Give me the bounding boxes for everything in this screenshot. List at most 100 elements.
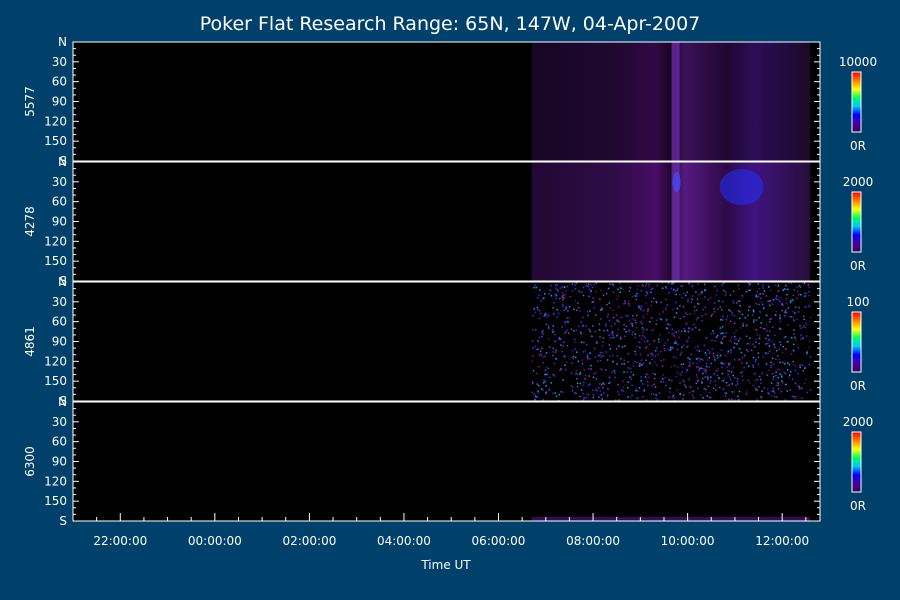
emission-noise-pixel	[599, 383, 601, 385]
emission-noise-pixel	[544, 313, 546, 315]
emission-noise-pixel	[717, 334, 719, 337]
emission-noise-pixel	[623, 359, 625, 361]
emission-noise-pixel	[721, 342, 723, 345]
emission-noise-pixel	[704, 283, 706, 286]
emission-noise-pixel	[686, 291, 688, 294]
emission-noise-pixel	[646, 340, 648, 343]
emission-noise-pixel	[713, 308, 715, 311]
emission-noise-pixel	[808, 346, 811, 348]
emission-noise-pixel	[776, 298, 778, 301]
emission-noise-pixel	[687, 340, 689, 343]
emission-noise-pixel	[627, 367, 629, 369]
emission-noise-pixel	[786, 369, 789, 371]
emission-noise-pixel	[720, 342, 722, 344]
emission-noise-pixel	[558, 337, 561, 339]
emission-noise-pixel	[576, 385, 579, 388]
colorbar-max-label: 2000	[843, 415, 874, 429]
emission-noise-pixel	[645, 302, 647, 305]
emission-noise-pixel	[714, 384, 717, 386]
emission-noise-pixel	[685, 386, 687, 388]
emission-noise-pixel	[721, 319, 724, 321]
emission-noise-pixel	[762, 293, 764, 295]
emission-noise-pixel	[540, 300, 543, 302]
emission-noise-pixel	[712, 352, 715, 355]
emission-noise-pixel	[539, 312, 542, 315]
emission-noise-pixel	[778, 299, 780, 301]
emission-noise-pixel	[737, 340, 740, 342]
emission-noise-pixel	[729, 362, 731, 364]
emission-noise-pixel	[794, 382, 797, 385]
emission-noise-pixel	[671, 333, 673, 335]
emission-noise-pixel	[747, 282, 750, 284]
emission-noise-pixel	[535, 396, 537, 398]
emission-noise-pixel	[692, 362, 694, 364]
emission-noise-pixel	[801, 387, 803, 389]
emission-noise-pixel	[645, 294, 647, 297]
emission-noise-pixel	[746, 343, 749, 345]
emission-noise-pixel	[681, 366, 683, 368]
emission-noise-pixel	[622, 386, 625, 388]
emission-noise-pixel	[616, 348, 618, 350]
emission-noise-pixel	[642, 362, 645, 365]
emission-noise-pixel	[719, 327, 722, 329]
emission-noise-pixel	[641, 305, 643, 308]
emission-noise-pixel	[588, 288, 591, 291]
emission-noise-pixel	[614, 323, 616, 325]
emission-noise-pixel	[790, 353, 793, 355]
emission-noise-pixel	[607, 287, 610, 290]
emission-noise-pixel	[541, 298, 544, 300]
emission-noise-pixel	[691, 353, 693, 356]
emission-noise-pixel	[725, 392, 728, 395]
emission-noise-pixel	[554, 351, 557, 353]
panel-4861: N 30 60 90 120 150 S 4861 100 0R	[23, 275, 869, 408]
emission-noise-pixel	[662, 311, 664, 313]
emission-noise-pixel	[659, 317, 661, 320]
emission-noise-pixel	[674, 290, 677, 292]
emission-noise-pixel	[806, 352, 808, 355]
emission-noise-pixel	[685, 294, 687, 297]
emission-noise-pixel	[703, 344, 706, 347]
emission-noise-pixel	[733, 322, 736, 324]
emission-noise-pixel	[590, 291, 592, 293]
emission-noise-pixel	[616, 363, 618, 365]
emission-noise-pixel	[739, 337, 741, 340]
emission-noise-pixel	[701, 291, 703, 294]
emission-noise-pixel	[545, 384, 547, 387]
emission-noise-pixel	[580, 321, 582, 323]
emission-noise-pixel	[710, 332, 713, 335]
emission-noise-pixel	[539, 353, 542, 355]
emission-noise-pixel	[721, 309, 723, 311]
emission-noise-pixel	[647, 310, 649, 312]
emission-noise-pixel	[617, 305, 620, 308]
emission-noise-pixel	[680, 285, 682, 287]
emission-noise-pixel	[584, 349, 586, 352]
emission-noise-pixel	[584, 378, 586, 380]
y-tick-label: S	[59, 274, 67, 288]
emission-noise-pixel	[651, 329, 653, 332]
emission-noise-pixel	[695, 374, 698, 376]
emission-noise-pixel	[694, 306, 696, 308]
emission-noise-pixel	[573, 338, 576, 341]
emission-noise-pixel	[585, 282, 587, 285]
emission-noise-pixel	[599, 309, 602, 311]
emission-noise-pixel	[574, 356, 577, 359]
emission-noise-pixel	[757, 352, 760, 354]
emission-noise-pixel	[662, 287, 664, 289]
emission-noise-pixel	[652, 372, 655, 375]
x-tick-label: 06:00:00	[472, 534, 526, 548]
emission-noise-pixel	[762, 328, 765, 330]
emission-noise-pixel	[607, 388, 609, 390]
emission-noise-pixel	[700, 358, 702, 360]
emission-noise-pixel	[695, 309, 698, 311]
emission-noise-pixel	[719, 386, 721, 389]
emission-noise-pixel	[636, 288, 639, 291]
emission-noise-pixel	[534, 398, 536, 401]
emission-noise-pixel	[627, 381, 629, 383]
emission-noise-pixel	[744, 354, 746, 357]
emission-noise-pixel	[758, 375, 761, 378]
emission-noise-pixel	[752, 356, 755, 359]
colorbar-min-label: 0R	[850, 139, 866, 153]
emission-noise-pixel	[561, 350, 563, 353]
emission-noise-pixel	[781, 351, 784, 354]
emission-noise-pixel	[677, 330, 680, 332]
